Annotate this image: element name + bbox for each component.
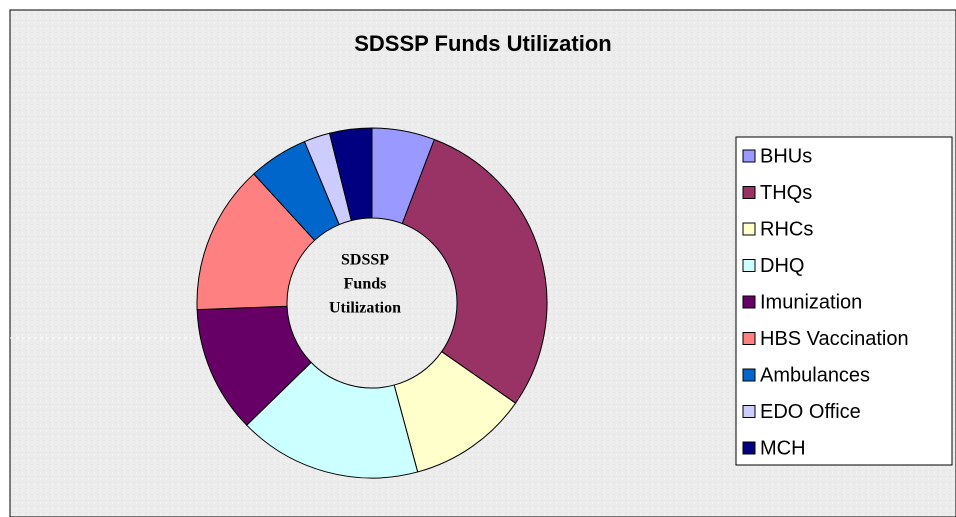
donut-segment	[328, 127, 373, 222]
legend-swatch	[742, 259, 756, 272]
legend-label: MCH	[760, 437, 806, 459]
donut-segment	[401, 138, 548, 404]
legend-swatch	[742, 441, 756, 455]
legend-swatch	[742, 149, 756, 163]
legend-swatch	[742, 222, 756, 236]
legend-swatch	[742, 295, 756, 309]
chart-title: SDSSP Funds Utilization	[354, 31, 612, 56]
legend-label: HBS Vaccination	[760, 328, 909, 350]
legend-label: DHQ	[760, 255, 804, 277]
legend-label: THQs	[760, 182, 812, 204]
legend-swatch	[742, 368, 756, 382]
legend-swatch	[742, 332, 756, 345]
donut-segment	[246, 361, 419, 479]
center-label: Funds	[344, 276, 387, 293]
legend-label: Imunization	[760, 291, 862, 313]
legend-label: EDO Office	[760, 401, 861, 423]
center-label: Utilization	[329, 300, 401, 317]
legend-label: BHUs	[760, 145, 812, 167]
legend-swatch	[742, 186, 756, 199]
legend-label: RHCs	[760, 218, 813, 240]
legend-box	[735, 136, 953, 466]
legend-swatch	[742, 405, 756, 418]
center-label: SDSSP	[341, 252, 389, 269]
legend-label: Ambulances	[760, 364, 870, 386]
